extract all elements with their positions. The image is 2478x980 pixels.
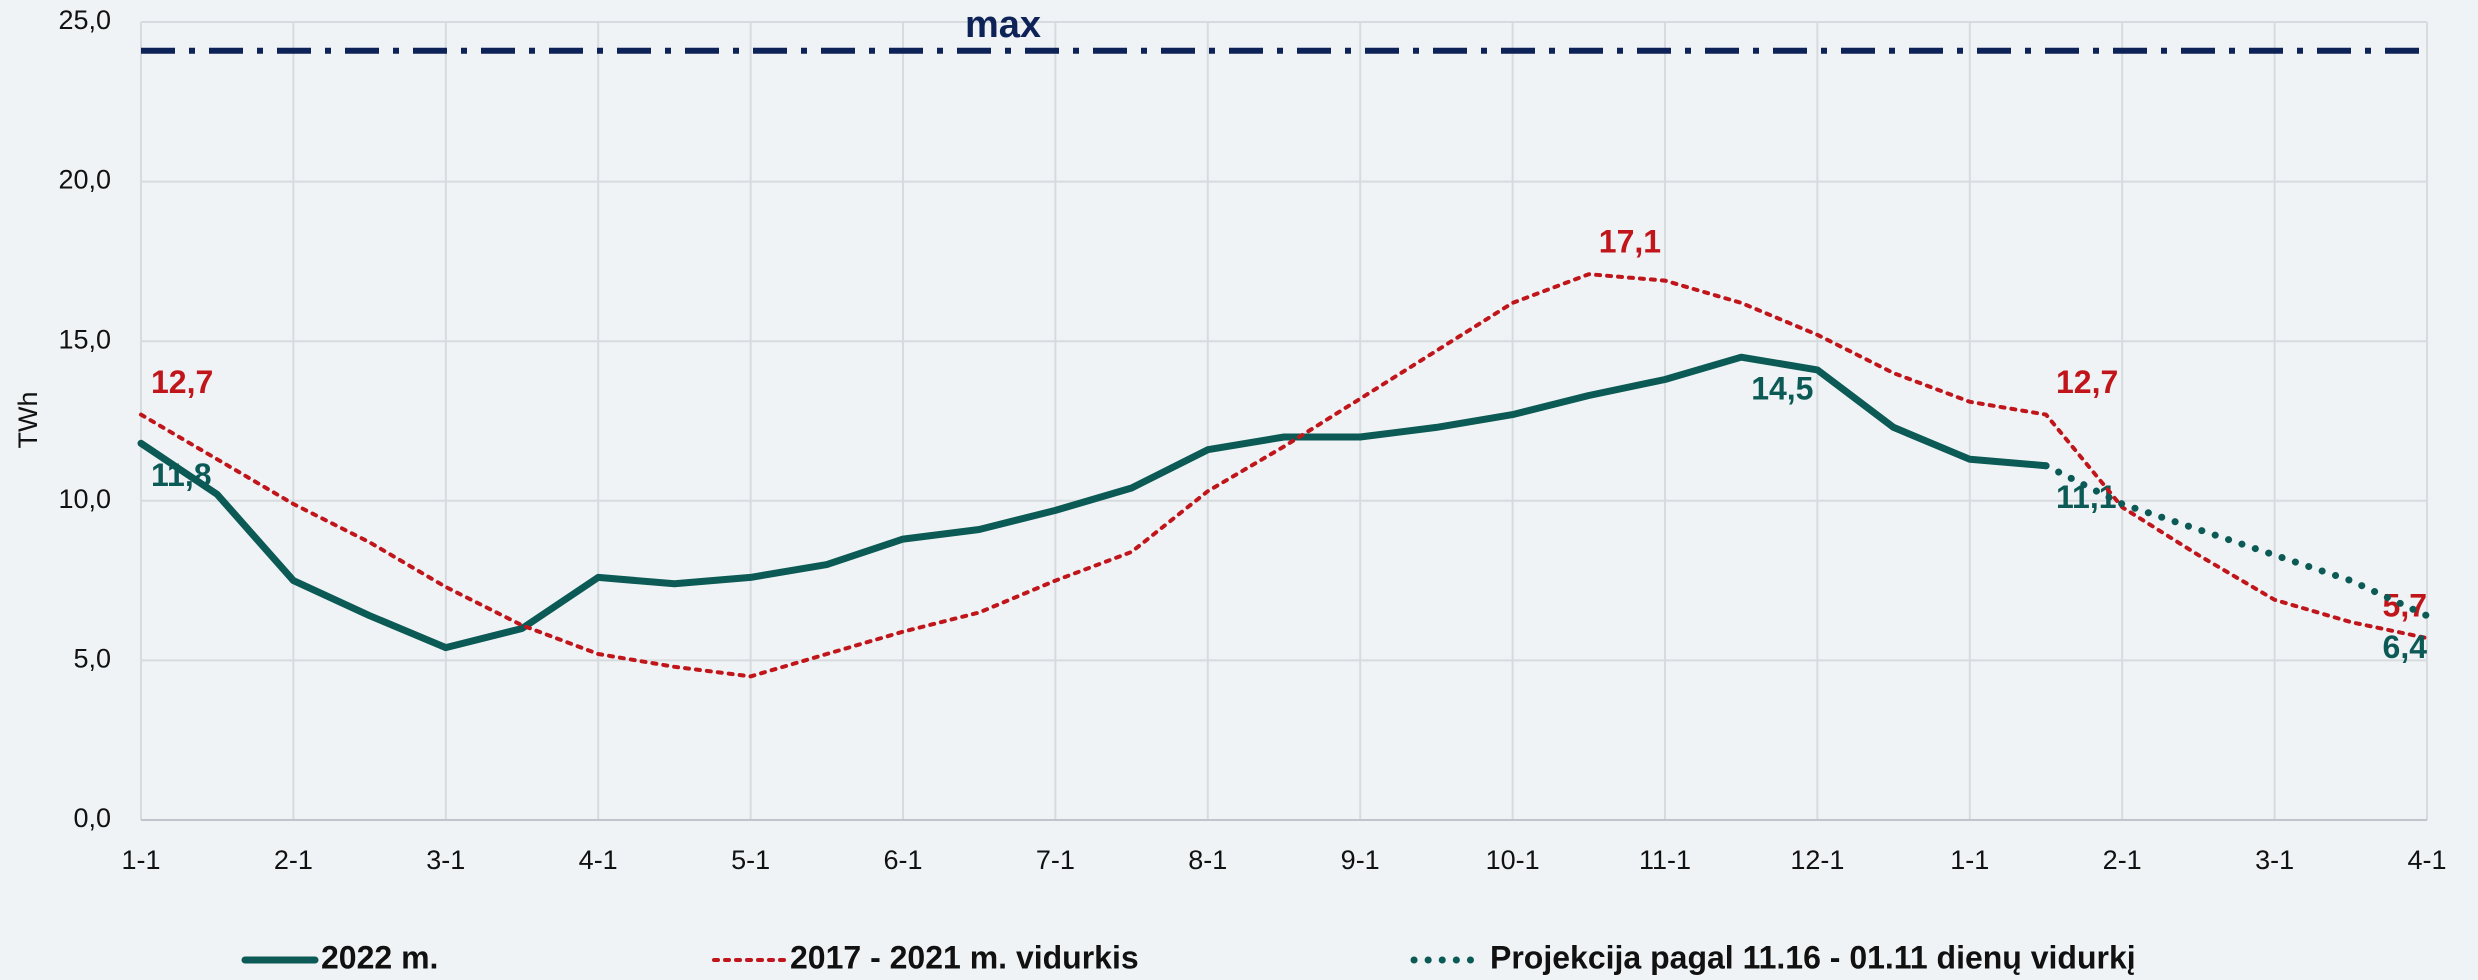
x-tick-label: 4-1 (579, 845, 618, 875)
x-tick-label: 2-1 (274, 845, 313, 875)
data-label: 6,4 (2383, 629, 2428, 665)
x-tick-label: 1-1 (1950, 845, 1989, 875)
series-line (2042, 462, 2431, 620)
x-tick-label: 10-1 (1486, 845, 1540, 875)
y-axis-label: TWh (13, 392, 43, 449)
data-label: 17,1 (1599, 224, 1661, 260)
legend-label: Projekcija pagal 11.16 - 01.11 dienų vid… (1490, 939, 2136, 975)
y-tick-label: 15,0 (58, 324, 111, 354)
x-tick-label: 9-1 (1341, 845, 1380, 875)
x-tick-label: 7-1 (1036, 845, 1075, 875)
x-tick-label: 1-1 (121, 845, 160, 875)
legend-label: 2022 m. (321, 939, 438, 975)
x-tick-label: 11-1 (1639, 845, 1691, 875)
series-line (139, 272, 2429, 679)
legend-label: 2017 - 2021 m. vidurkis (790, 939, 1139, 975)
x-tick-label: 4-1 (2407, 845, 2446, 875)
data-label: 12,7 (151, 364, 213, 400)
x-tick-label: 5-1 (731, 845, 770, 875)
x-tick-label: 8-1 (1188, 845, 1227, 875)
y-tick-label: 5,0 (73, 644, 111, 674)
data-label: 12,7 (2056, 364, 2118, 400)
x-tick-label: 12-1 (1790, 845, 1844, 875)
y-tick-label: 20,0 (58, 165, 111, 195)
y-tick-label: 25,0 (58, 5, 111, 35)
x-tick-label: 2-1 (2103, 845, 2142, 875)
x-tick-label: 3-1 (2255, 845, 2294, 875)
data-label: 11,8 (151, 457, 212, 493)
y-tick-label: 0,0 (73, 803, 111, 833)
max-label: max (965, 4, 1041, 46)
data-label: 14,5 (1751, 371, 1813, 407)
y-tick-label: 10,0 (58, 484, 111, 514)
series-line (137, 353, 2050, 652)
data-label: 5,7 (2383, 588, 2427, 624)
x-tick-label: 3-1 (426, 845, 465, 875)
x-tick-label: 6-1 (883, 845, 922, 875)
